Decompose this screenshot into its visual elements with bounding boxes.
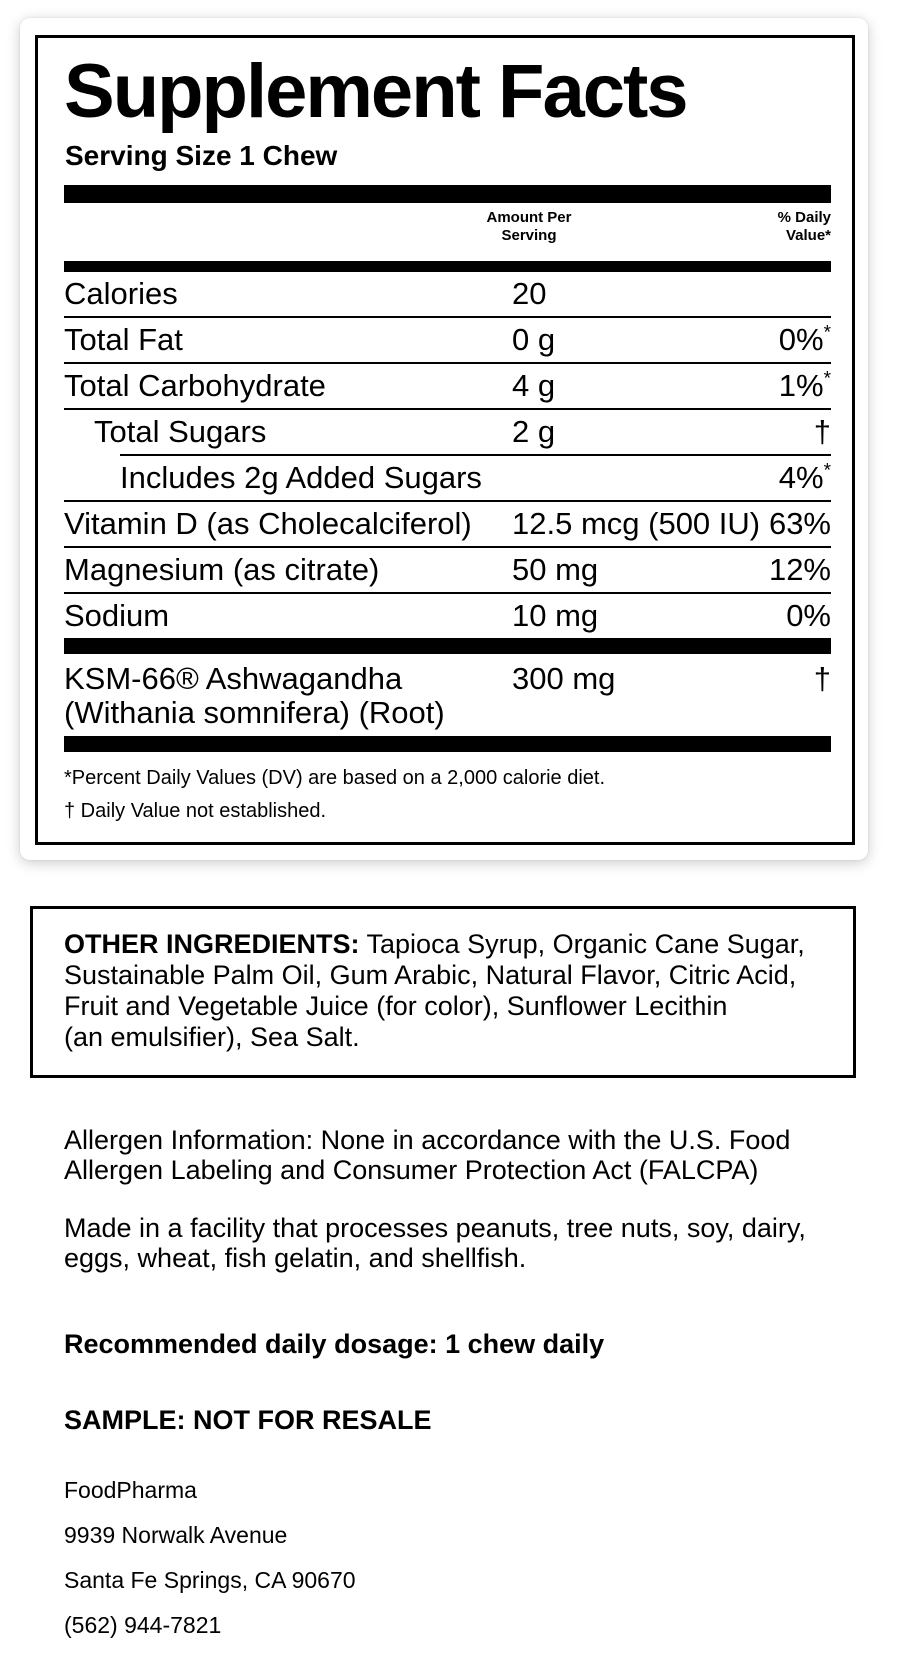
nutrient-row-total-sugars: Total Sugars 2 g †: [94, 414, 831, 450]
nutrient-row-vitamin-d: Vitamin D (as Cholecalciferol) 12.5 mcg …: [64, 506, 831, 542]
city-state-zip: Santa Fe Springs, CA 90670: [64, 1567, 356, 1594]
manufacturer-contact: FoodPharma 9939 Norwalk Avenue Santa Fe …: [64, 1477, 870, 1638]
nutrient-row-total-carbohydrate: Total Carbohydrate 4 g 1%*: [64, 368, 831, 404]
recommended-dosage: Recommended daily dosage: 1 chew daily: [64, 1329, 605, 1360]
row-divider-indented: [120, 454, 831, 457]
company-name: FoodPharma: [64, 1477, 197, 1504]
sample-notice: SAMPLE: NOT FOR RESALE: [64, 1405, 432, 1436]
ashwagandha-latin: (Withania somnifera) (Root): [64, 695, 445, 731]
phone-number: (562) 944-7821: [64, 1612, 222, 1639]
other-ingredients-line4: (an emulsifier), Sea Salt.: [64, 1022, 360, 1053]
nutrient-row-sodium: Sodium 10 mg 0%: [64, 598, 831, 634]
nutrient-row-ashwagandha: KSM-66® Ashwagandha (Withania somnifera)…: [64, 661, 831, 731]
ashwagandha-name: KSM-66® Ashwagandha: [64, 661, 403, 697]
row-divider: [64, 362, 831, 365]
amount-per-serving-header: Amount Per Serving: [486, 209, 572, 245]
allergen-info: Allergen Information: None in accordance…: [64, 1125, 791, 1186]
other-ingredients-heading: OTHER INGREDIENTS:: [64, 929, 360, 960]
nutrient-row-calories: Calories 20: [64, 276, 547, 312]
footnote-daily-values: *Percent Daily Values (DV) are based on …: [64, 767, 606, 790]
row-divider: [64, 500, 831, 503]
footnote-dagger: † Daily Value not established.: [64, 800, 327, 823]
other-ingredients-line1: OTHER INGREDIENTS: Tapioca Syrup, Organi…: [64, 929, 805, 960]
header-spacer: [64, 209, 434, 245]
info-section: Allergen Information: None in accordance…: [64, 1125, 870, 1638]
supplement-facts-box: Supplement Facts Serving Size 1 Chew Amo…: [35, 35, 855, 846]
row-divider: [64, 546, 831, 549]
facility-statement: Made in a facility that processes peanut…: [64, 1213, 806, 1274]
nutrient-row-total-fat: Total Fat 0 g 0%*: [64, 322, 831, 358]
nutrient-row-magnesium: Magnesium (as citrate) 50 mg 12%: [64, 552, 831, 588]
label-page: Supplement Facts Serving Size 1 Chew Amo…: [0, 18, 900, 1668]
thick-rule-top: [64, 185, 831, 204]
other-ingredients-line3: Fruit and Vegetable Juice (for color), S…: [64, 991, 728, 1022]
thick-rule-bottom: [64, 736, 831, 753]
nutrient-row-added-sugars: Includes 2g Added Sugars 4%*: [120, 460, 831, 496]
column-headers: Amount Per Serving % Daily Value*: [64, 203, 831, 261]
serving-size: Serving Size 1 Chew: [65, 140, 338, 172]
other-ingredients-line2: Sustainable Palm Oil, Gum Arabic, Natura…: [64, 960, 797, 991]
thick-rule-under-headers: [64, 261, 831, 273]
row-divider: [64, 592, 831, 595]
row-divider: [64, 408, 831, 411]
panel-title: Supplement Facts: [64, 49, 689, 134]
other-ingredients-box: OTHER INGREDIENTS: Tapioca Syrup, Organi…: [30, 906, 856, 1079]
daily-value-header: % Daily Value*: [777, 209, 831, 245]
street-address: 9939 Norwalk Avenue: [64, 1522, 288, 1549]
supplement-facts-card: Supplement Facts Serving Size 1 Chew Amo…: [20, 18, 868, 861]
thick-rule-above-botanical: [64, 638, 831, 655]
row-divider: [64, 316, 831, 319]
footnotes: *Percent Daily Values (DV) are based on …: [64, 752, 831, 828]
